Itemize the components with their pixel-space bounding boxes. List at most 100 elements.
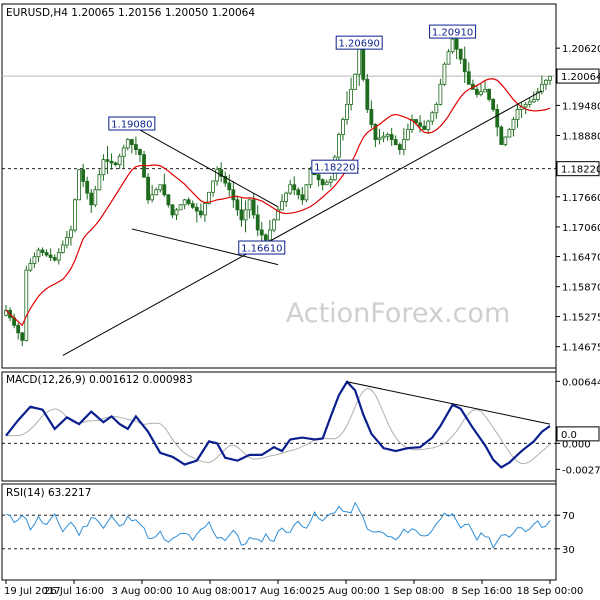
candle-body [328,179,333,183]
candle-body [267,229,272,241]
candle-body [499,126,504,145]
candle-body [535,91,540,100]
candle-body [36,249,41,258]
ma-series [5,78,551,327]
y-tick-label: 1.16470 [562,253,600,264]
candle-body [373,124,378,140]
candle-body [219,169,224,177]
candle-body [442,63,447,85]
trendline [131,125,279,208]
y-tick-label: -0.0027 [562,465,600,476]
candle-body [154,189,159,196]
price-label-box [556,68,600,84]
y-tick-label: 1.15870 [562,283,600,294]
candle-body [89,192,94,206]
candle-body [304,184,309,201]
candle-body [357,48,362,75]
candle-body [544,79,548,85]
price-label: 0.0 [561,430,577,441]
candle-body [401,139,406,150]
candle-body [231,189,236,201]
candle-body [511,119,516,130]
price-label-box [556,426,600,442]
candle-body [272,219,276,231]
y-tick-label: 30 [562,545,575,556]
candle-body [263,234,268,241]
candle-body [462,58,467,73]
candle-body [308,169,313,186]
candle-body [446,51,451,65]
candle-body [454,38,459,50]
candle-body [393,139,398,145]
candle-body [146,176,150,201]
candle-body [316,174,321,181]
rsi-gridlines [2,514,556,550]
x-tick-label: 1 Sep 08:00 [384,586,444,597]
candle-body [430,112,435,122]
candle-body [162,184,167,196]
price-gridlines [2,75,556,170]
candle-body [158,184,163,191]
annotation-label: 1.20910 [432,28,473,39]
candle-body [259,229,264,236]
price-annotations: 1.19080 1.16610 1.18220 1.20690 1.20910 [108,24,477,255]
candle-body [377,137,382,140]
candle-body [121,147,126,157]
candle-body [56,252,61,261]
candle-body [438,83,443,105]
candle-body [243,209,248,221]
candle-body [186,199,191,204]
candle-body [48,254,53,258]
candle-body [296,189,301,196]
annotation-box [429,24,477,39]
candles [4,28,552,347]
candle-body [539,83,544,93]
candle-body [227,182,232,191]
candle-body [341,119,345,135]
candle-body [434,103,439,114]
x-tick-label: 18 Sep 00:00 [517,586,584,597]
price-y-ticks: 1.20620 1.19480 1.18880 1.17660 1.17060 1.164… [556,44,600,354]
candle-body [422,125,427,130]
candle-body [73,199,77,231]
candle-body [479,91,483,95]
price-annotation: 1.16610 [238,240,286,255]
y-tick-label: 0.000 [562,439,591,450]
candle-body [24,269,29,341]
candle-body [336,134,341,158]
candle-body [369,109,374,125]
candle-body [28,263,33,271]
candle-body [288,184,293,194]
candle-body [515,109,520,120]
macd-signal-series [6,387,551,465]
candle-body [300,194,305,201]
candle-body [170,204,175,216]
candle-body [69,229,73,238]
candle-body [134,144,138,150]
candle-body [406,129,410,140]
trendline [131,228,279,266]
candle-body [475,88,479,95]
candle-body [194,206,199,212]
candle-body [64,237,69,246]
price-label: 1.18220 [561,165,600,176]
candle-body [414,119,418,124]
annotation-box [238,240,286,255]
candle-body [255,214,260,231]
rsi-panel: RSI(14) 63.2217 70 30 [2,487,575,556]
price-annotation: 1.20690 [335,35,383,50]
candle-body [52,257,57,261]
watermark: ActionForex.com [286,298,511,329]
candle-body [495,109,500,128]
candle-body [44,252,49,256]
rsi-line [5,501,551,550]
y-tick-label: 1.17060 [562,223,600,234]
candle-body [483,88,487,93]
candle-body [93,189,98,206]
candle-body [190,203,195,208]
candle-body [410,119,414,130]
x-tick-label: 3 Aug 00:00 [111,586,172,597]
candle-body [150,194,155,201]
annotation-box [311,159,359,174]
x-tick-label: 17 Aug 16:00 [244,586,311,597]
